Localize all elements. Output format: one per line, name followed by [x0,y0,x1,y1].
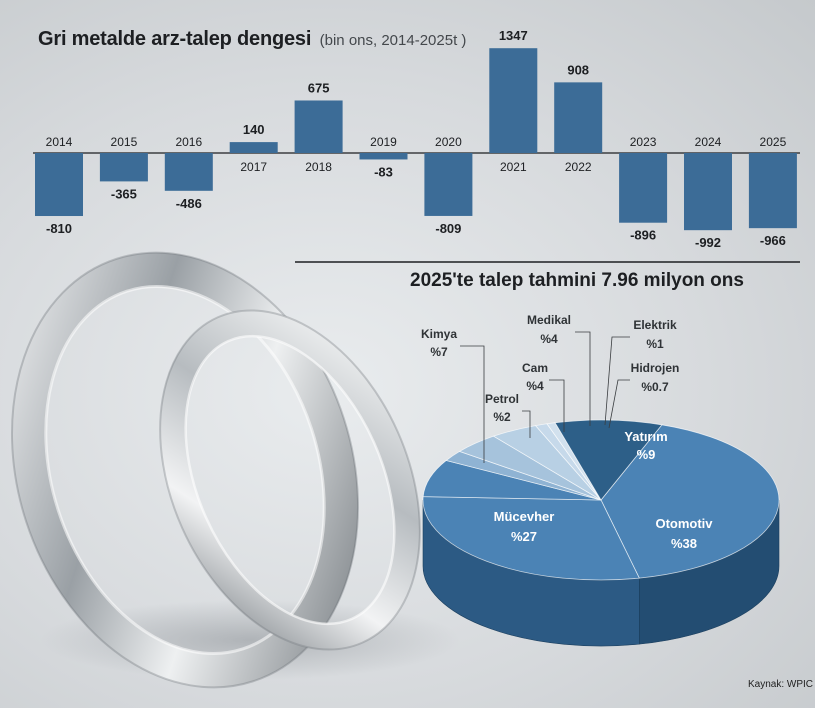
pie-value-yatirim: %9 [637,447,656,462]
value-label-2022: 908 [567,62,589,77]
pie-value-petrol: %2 [493,410,511,424]
pie-label-kimya: Kimya [421,327,457,341]
bar-2015 [99,153,148,182]
pie-value-otomotiv: %38 [671,536,697,551]
value-label-2020: -809 [435,221,461,236]
pie-value-cam: %4 [526,379,544,393]
pie-label-yatirim: Yatırım [624,429,667,444]
pie-label-hidrojen: Hidrojen [631,361,680,375]
value-label-2024: -992 [695,235,721,250]
year-label-2025: 2025 [760,135,787,149]
pie-label-cam: Cam [522,361,548,375]
pie-leader-hidrojen [608,379,630,429]
bar-2021 [489,48,538,153]
small-ring [159,309,421,651]
pie-label-mucevher: Mücevher [494,509,555,524]
value-label-2021: 1347 [499,28,528,43]
bar-2025 [748,153,797,229]
bar-2014 [35,153,83,217]
large-ring [10,251,360,689]
pie-label-medikal: Medikal [527,313,571,327]
bar-2020 [424,153,473,216]
value-label-2017: 140 [243,122,265,137]
source-note: Kaynak: WPIC [748,679,814,690]
year-label-2023: 2023 [630,135,657,149]
pie-value-mucevher: %27 [511,529,537,544]
year-label-2017: 2017 [240,160,267,174]
year-label-2014: 2014 [46,135,73,149]
pie-label-petrol: Petrol [485,392,519,406]
bar-2022 [554,82,603,153]
year-label-2015: 2015 [111,135,138,149]
year-label-2021: 2021 [500,160,527,174]
bar-chart: 2014 -810 2015 -365 2016 -486 2017 140 2018 675 20… [33,28,800,250]
pie-leader-cam [549,379,565,432]
pie-leader-elektrik [604,336,630,426]
pie-chart-title: 2025'te talep tahmini 7.96 milyon ons [410,270,744,291]
year-label-2019: 2019 [370,135,397,149]
bar-2017 [229,142,278,153]
bar-2024 [684,153,732,231]
pie-value-elektrik: %1 [646,337,664,351]
value-label-2015: -365 [111,186,137,201]
value-label-2014: -810 [46,221,72,236]
pie-slice-yatirim [554,419,663,501]
pie-chart: Otomotiv %38 Mücevher %27 Kimya %7 Petrol %2 Cam… [421,313,780,647]
value-label-2025: -966 [760,233,786,248]
pie-leader-medikal [575,331,591,426]
bar-chart-title-block: Gri metalde arz-talep dengesi (bin ons, … [38,28,466,51]
bar-2016 [164,153,213,191]
ring-illustration [10,251,460,689]
year-label-2020: 2020 [435,135,462,149]
pie-slice-mucevher [422,496,640,581]
pie-value-medikal: %4 [540,332,558,346]
year-label-2024: 2024 [695,135,722,149]
year-label-2022: 2022 [565,160,592,174]
bar-2023 [619,153,668,223]
value-label-2016: -486 [176,196,202,211]
pie-label-otomotiv: Otomotiv [655,516,713,531]
value-label-2019: -83 [374,164,393,179]
year-label-2018: 2018 [305,160,332,174]
bar-chart-subtitle: (bin ons, 2014-2025t ) [319,32,467,49]
bar-2018 [294,100,343,153]
bar-2019 [359,153,408,160]
year-label-2016: 2016 [175,135,202,149]
pie-slice-otomotiv [600,424,780,579]
pie-leader-kimya [460,345,485,463]
pie-value-kimya: %7 [430,345,448,359]
pie-label-elektrik: Elektrik [633,318,677,332]
pie-leader-petrol [522,410,531,438]
bar-chart-title: Gri metalde arz-talep dengesi [38,28,312,50]
value-label-2023: -896 [630,228,656,243]
value-label-2018: 675 [308,80,330,95]
pie-value-hidrojen: %0.7 [641,380,669,394]
